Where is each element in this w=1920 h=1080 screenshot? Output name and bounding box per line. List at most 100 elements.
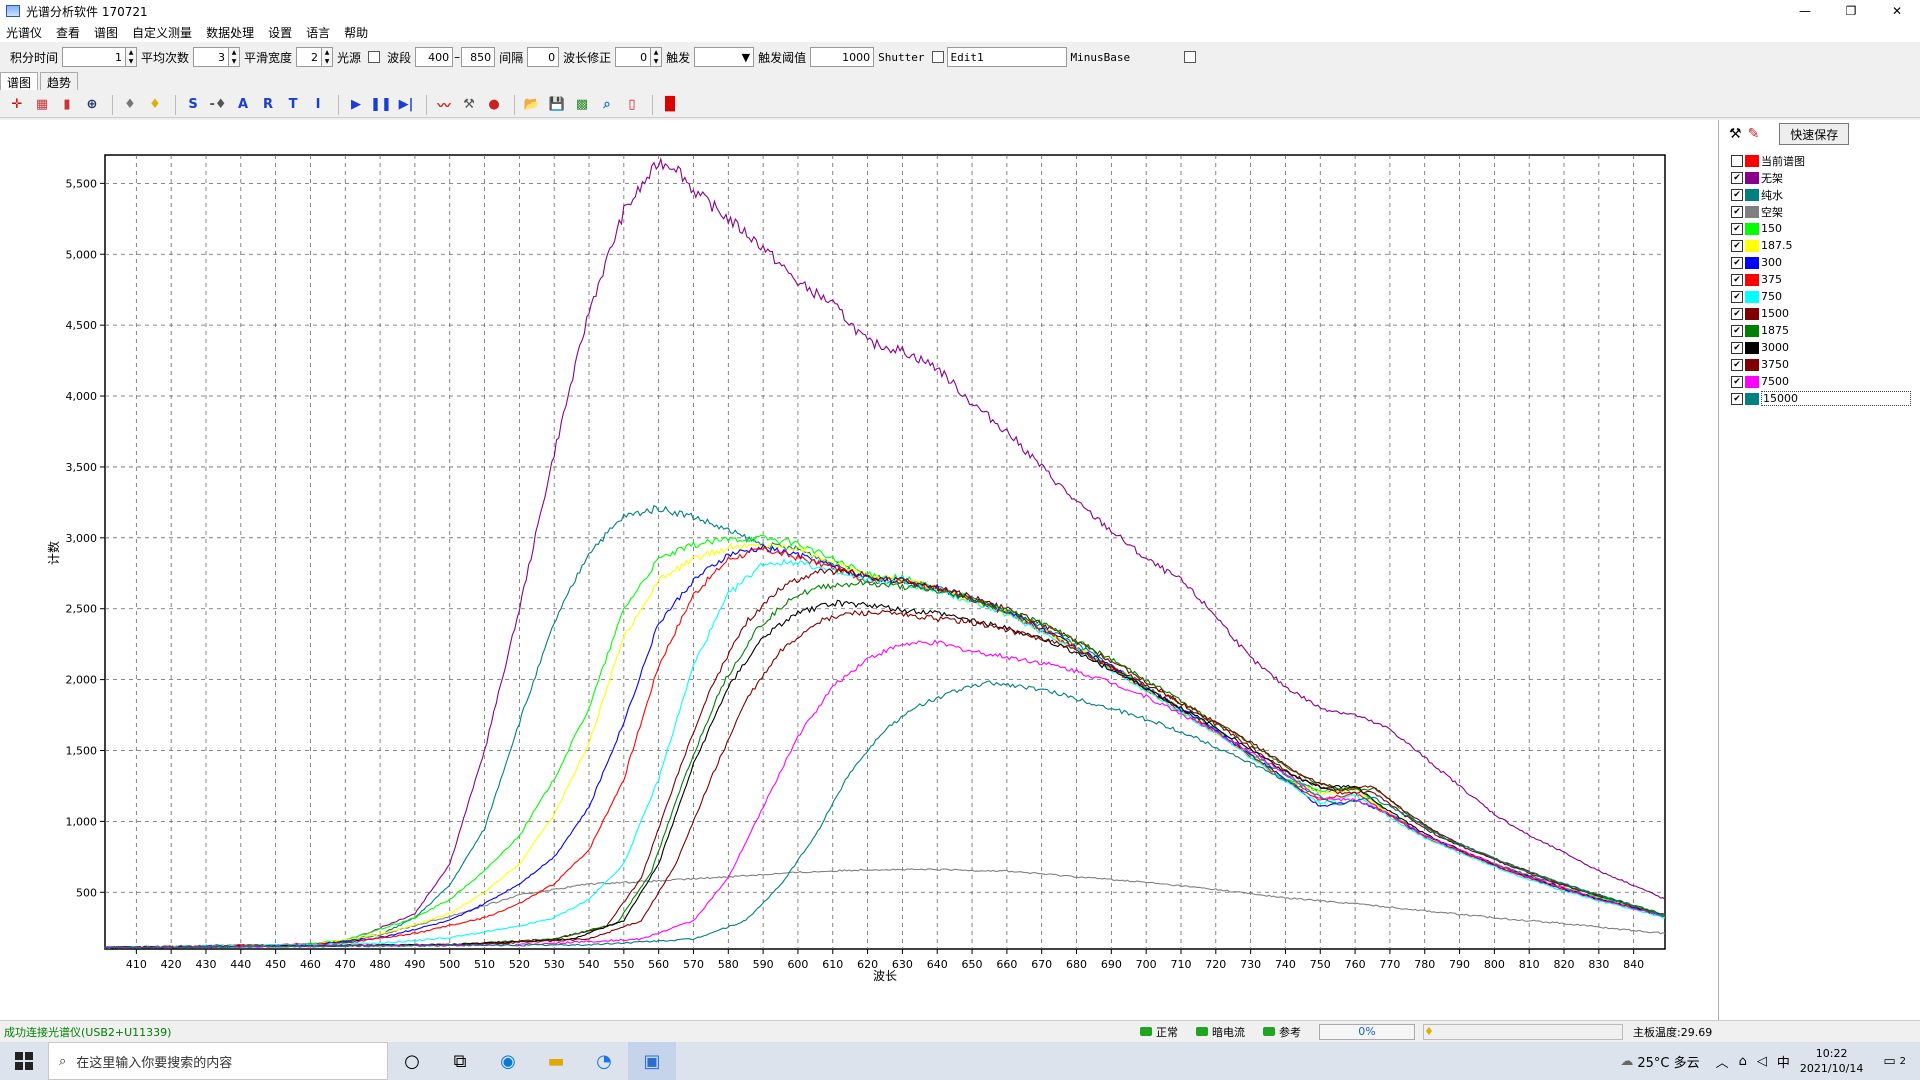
- edit1-input[interactable]: Edit1: [946, 47, 1067, 67]
- mode-s-button[interactable]: S: [188, 97, 198, 112]
- mode-a-button[interactable]: A: [237, 97, 249, 112]
- tab-spectrum[interactable]: 谱图: [0, 72, 39, 90]
- legend-item[interactable]: ✔ 15000: [1731, 390, 1917, 407]
- integration-time-input[interactable]: 1: [62, 47, 127, 67]
- legend-item[interactable]: ✔ 375: [1731, 271, 1917, 288]
- ruler-icon[interactable]: ▮: [63, 97, 71, 112]
- legend-checkbox[interactable]: ✔: [1731, 256, 1743, 269]
- band-to-input[interactable]: 850: [461, 47, 496, 67]
- step-icon[interactable]: ▶|: [398, 97, 414, 112]
- lamp-off-icon[interactable]: ♦: [124, 97, 136, 112]
- menu-language[interactable]: 语言: [306, 25, 331, 40]
- tab-trend[interactable]: 趋势: [40, 72, 79, 90]
- color-picker-icon[interactable]: ●: [488, 97, 500, 112]
- crosshair-icon[interactable]: ✛: [11, 97, 23, 112]
- legend-item[interactable]: ✔ 7500: [1731, 373, 1917, 390]
- wavelength-correction-input[interactable]: 0: [615, 47, 652, 67]
- play-icon[interactable]: ▶: [351, 97, 361, 112]
- legend-item[interactable]: 当前谱图: [1731, 152, 1917, 169]
- minimize-button[interactable]: —: [1799, 4, 1811, 18]
- ime-indicator[interactable]: 中: [1776, 1055, 1790, 1071]
- trigger-threshold-input[interactable]: 1000: [810, 47, 875, 67]
- legend-item[interactable]: ✔ 300: [1731, 254, 1917, 271]
- file-explorer-icon[interactable]: ▬: [547, 1050, 565, 1072]
- minusbase-checkbox[interactable]: [1184, 51, 1197, 63]
- maximize-button[interactable]: ❐: [1845, 4, 1857, 18]
- mode-t-button[interactable]: T: [288, 97, 298, 112]
- interval-input[interactable]: 0: [527, 47, 560, 67]
- spectrum-app-taskbar-icon[interactable]: ▣: [628, 1042, 676, 1080]
- app-icon[interactable]: ◔: [596, 1050, 612, 1072]
- zoom-icon[interactable]: ⊕: [86, 97, 98, 112]
- pause-icon[interactable]: ❚❚: [370, 97, 392, 112]
- weather-text[interactable]: 25°C 多云: [1637, 1055, 1700, 1071]
- spectrum-chart[interactable]: 410 420 430 440 450 460 470 480 490 500 510 520 530 5…: [0, 120, 1718, 1020]
- legend-checkbox[interactable]: ✔: [1731, 290, 1743, 303]
- multi-curve-icon[interactable]: 〰: [437, 99, 451, 114]
- volume-icon[interactable]: ◁: [1756, 1053, 1767, 1069]
- grid-icon[interactable]: ▦: [35, 97, 49, 112]
- legend-checkbox[interactable]: ✔: [1731, 171, 1743, 184]
- average-count-input[interactable]: 3: [193, 47, 230, 67]
- band-from-input[interactable]: 400: [415, 47, 454, 67]
- close-button[interactable]: ✕: [1891, 4, 1903, 18]
- hammer-icon[interactable]: ⚒: [463, 97, 475, 112]
- legend-checkbox[interactable]: ✔: [1731, 188, 1743, 201]
- lamp-on-icon[interactable]: ♦: [149, 97, 161, 112]
- start-button[interactable]: [0, 1042, 48, 1080]
- legend-checkbox[interactable]: ✔: [1731, 358, 1743, 371]
- taskbar-search[interactable]: ⌕ 在这里输入你要搜索的内容: [48, 1042, 388, 1080]
- menu-data-processing[interactable]: 数据处理: [206, 25, 255, 40]
- legend-item[interactable]: ✔ 187.5: [1731, 237, 1917, 254]
- task-view-icon[interactable]: ○: [404, 1050, 420, 1072]
- menu-help[interactable]: 帮助: [344, 25, 369, 40]
- legend-item[interactable]: ✔ 纯水: [1731, 186, 1917, 203]
- dark-lamp-icon[interactable]: -♦: [209, 97, 227, 112]
- menu-custom-measure[interactable]: 自定义测量: [132, 25, 193, 40]
- smooth-width-spinner[interactable]: ▲ ▼: [321, 47, 334, 67]
- save-icon[interactable]: 💾: [548, 97, 566, 112]
- legend-checkbox[interactable]: [1731, 154, 1743, 167]
- shutter-checkbox[interactable]: [931, 51, 944, 63]
- menu-settings[interactable]: 设置: [268, 25, 293, 40]
- clock[interactable]: 10:22 2021/10/14: [1800, 1046, 1863, 1076]
- menu-spectrum[interactable]: 谱图: [94, 25, 119, 40]
- legend-checkbox[interactable]: ✔: [1731, 239, 1743, 252]
- legend-item[interactable]: ✔ 750: [1731, 288, 1917, 305]
- mode-r-button[interactable]: R: [262, 97, 273, 112]
- battery-icon[interactable]: ▯: [628, 97, 636, 112]
- menu-spectrometer[interactable]: 光谱仪: [6, 25, 43, 40]
- legend-checkbox[interactable]: ✔: [1731, 205, 1743, 218]
- legend-checkbox[interactable]: ✔: [1731, 222, 1743, 235]
- legend-checkbox[interactable]: ✔: [1731, 375, 1743, 388]
- edge-icon[interactable]: ◉: [500, 1050, 516, 1072]
- legend-item[interactable]: ✔ 无架: [1731, 169, 1917, 186]
- legend-checkbox[interactable]: ✔: [1731, 341, 1743, 354]
- legend-checkbox[interactable]: ✔: [1731, 324, 1743, 337]
- integration-time-spinner[interactable]: ▲ ▼: [125, 47, 138, 67]
- legend-item[interactable]: ✔ 150: [1731, 220, 1917, 237]
- wavelength-correction-spinner[interactable]: ▲ ▼: [650, 47, 663, 67]
- hammer-icon[interactable]: ⚒: [1729, 126, 1742, 142]
- legend-item[interactable]: ✔ 1875: [1731, 322, 1917, 339]
- menu-view[interactable]: 查看: [56, 25, 81, 40]
- trigger-select[interactable]: ▼: [694, 47, 755, 67]
- chevron-up-icon[interactable]: ︿: [1715, 1055, 1729, 1071]
- legend-checkbox[interactable]: ✔: [1731, 273, 1743, 286]
- eraser-icon[interactable]: ✎: [1747, 126, 1760, 142]
- band-checkbox[interactable]: [368, 51, 381, 63]
- network-icon[interactable]: ⌂: [1738, 1053, 1747, 1069]
- color-bars-icon[interactable]: ▐▌: [660, 97, 680, 112]
- legend-item[interactable]: ✔ 1500: [1731, 305, 1917, 322]
- widgets-icon[interactable]: ⧉: [453, 1050, 467, 1072]
- legend-checkbox[interactable]: ✔: [1731, 307, 1743, 320]
- legend-checkbox[interactable]: ✔: [1731, 392, 1743, 405]
- image-icon[interactable]: ▩: [575, 97, 589, 112]
- mode-i-button[interactable]: I: [315, 97, 321, 112]
- notification-icon[interactable]: ▭: [1883, 1053, 1896, 1069]
- open-folder-icon[interactable]: 📂: [523, 97, 541, 112]
- legend-item[interactable]: ✔ 3000: [1731, 339, 1917, 356]
- smooth-width-input[interactable]: 2: [296, 47, 323, 67]
- legend-item[interactable]: ✔ 空架: [1731, 203, 1917, 220]
- search-icon[interactable]: ⌕: [603, 97, 611, 112]
